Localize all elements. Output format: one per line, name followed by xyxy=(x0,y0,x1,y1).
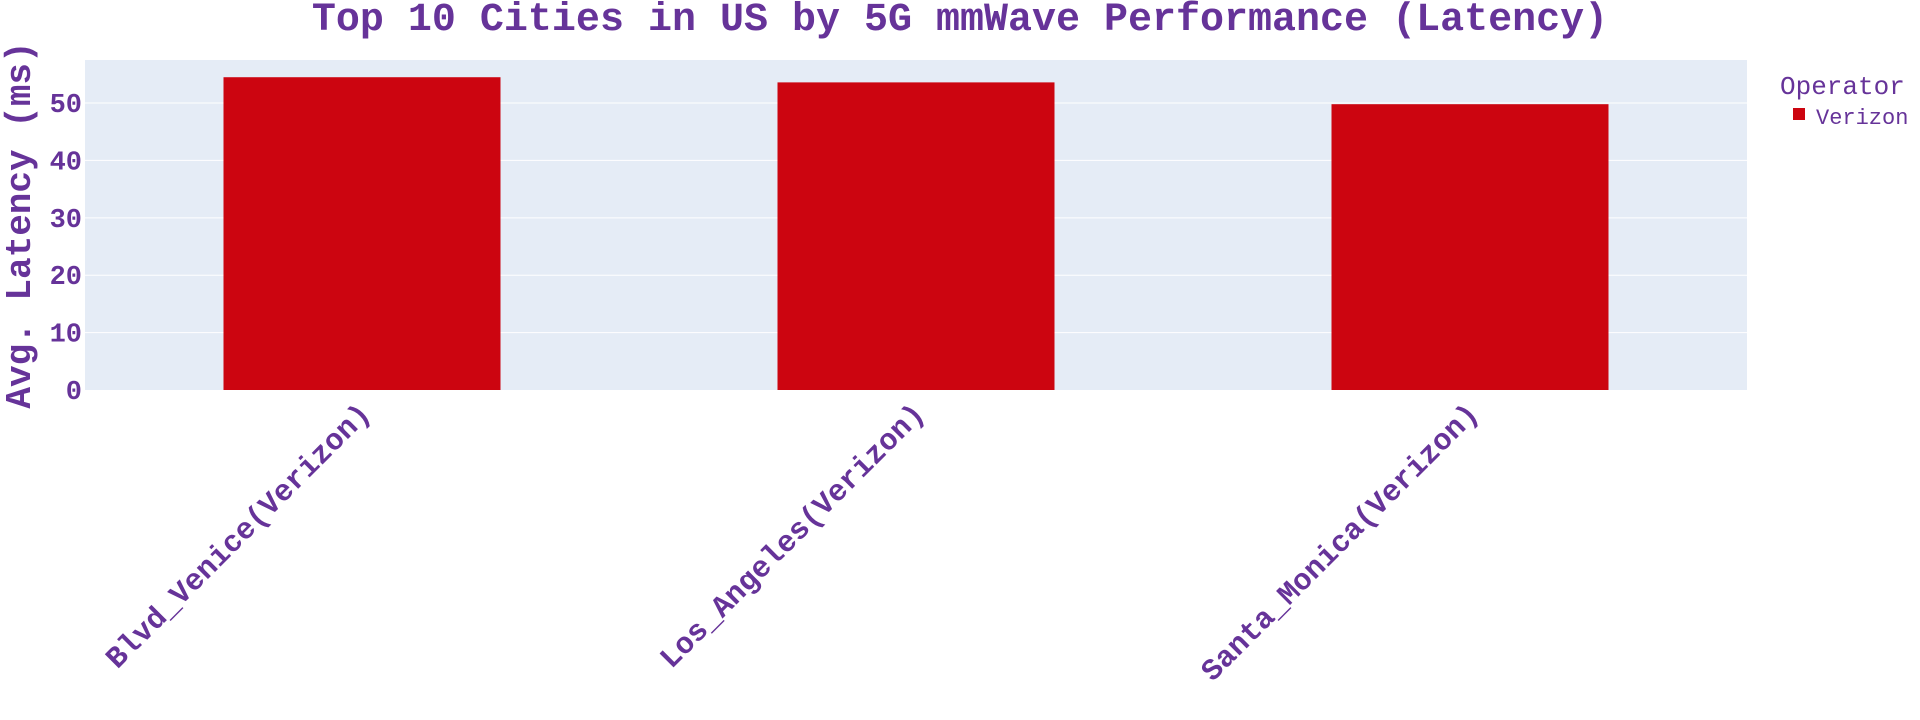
bars xyxy=(223,77,1609,391)
y-tick-label: 40 xyxy=(50,148,82,178)
x-axis-ticks: Blvd_Venice(Verizon) Los_Angeles(Verizon)… xyxy=(100,398,1487,689)
legend-title: Operator xyxy=(1780,72,1905,102)
bar[interactable] xyxy=(777,82,1055,391)
chart-title: Top 10 Cities in US by 5G mmWave Perform… xyxy=(312,0,1608,43)
y-tick-label: 30 xyxy=(50,206,82,236)
bar[interactable] xyxy=(1331,104,1609,390)
y-axis-label: Avg. Latency (ms) xyxy=(0,41,41,408)
bar[interactable] xyxy=(223,77,501,390)
y-tick-label: 20 xyxy=(50,263,82,293)
legend[interactable]: Operator Verizon xyxy=(1780,72,1908,131)
y-axis-ticks: 0 10 20 30 40 50 xyxy=(50,91,82,408)
legend-swatch-verizon xyxy=(1793,108,1805,120)
y-tick-label: 50 xyxy=(50,91,82,121)
x-tick-label: Los_Angeles(Verizon) xyxy=(654,398,933,677)
x-tick-label: Blvd_Venice(Verizon) xyxy=(100,398,379,677)
y-tick-label: 10 xyxy=(50,321,82,351)
x-tick-label: Santa_Monica(Verizon) xyxy=(1196,398,1487,689)
legend-item-verizon[interactable]: Verizon xyxy=(1816,106,1908,131)
y-tick-label: 0 xyxy=(66,378,82,408)
